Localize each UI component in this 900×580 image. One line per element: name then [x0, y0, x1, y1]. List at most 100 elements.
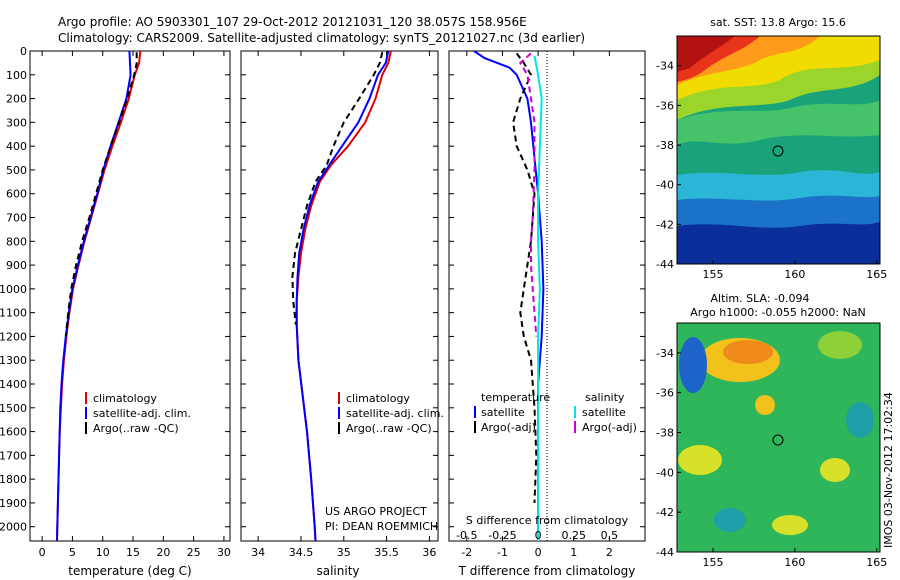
x-tick-label: 34.5 [289, 546, 314, 559]
map-y-tick-label: -42 [656, 218, 674, 231]
temperature-legend: climatology satellite-adj. clim. Argo(..… [85, 392, 191, 435]
header-line-2: Climatology: CARS2009. Satellite-adjuste… [58, 31, 585, 45]
map-x-tick-label: 160 [784, 556, 805, 569]
difference-plot-frame [448, 50, 646, 542]
x-tick-label: 0 [39, 546, 46, 559]
y-tick-label: 1300 [0, 354, 27, 367]
top-tick-label: -0.5 [456, 529, 477, 542]
map-y-tick-label: -34 [656, 60, 674, 73]
y-tick-label: 300 [6, 116, 27, 129]
top-tick-label: 0 [535, 529, 542, 542]
legend-header-temperature: temperature [481, 391, 550, 404]
difference-top-axis-label: S difference from climatology [466, 514, 629, 527]
y-tick-label: 1400 [0, 378, 27, 391]
map-y-tick-label: -38 [656, 139, 674, 152]
series-line [295, 51, 390, 541]
x-tick-label: 36 [422, 546, 436, 559]
sst-band-darkblue [677, 222, 880, 264]
map-y-tick-label: -34 [656, 347, 674, 360]
map-y-tick-label: -44 [656, 258, 674, 271]
y-tick-label: 700 [6, 212, 27, 225]
map-x-tick-label: 155 [703, 268, 724, 281]
y-tick-label: 600 [6, 188, 27, 201]
sla-map-subtitle: Argo h1000: -0.055 h2000: NaN [690, 306, 866, 319]
x-tick-label: 15 [126, 546, 140, 559]
legend-header-salinity: salinity [585, 391, 625, 404]
sla-heatmap [677, 323, 880, 552]
x-tick-label: 35 [337, 546, 351, 559]
salinity-xlabel: salinity [316, 564, 359, 578]
y-tick-label: 0 [20, 45, 27, 58]
sla-patch-yellow-3 [678, 445, 722, 475]
series-line [519, 52, 538, 337]
legend-label-climatology: climatology [93, 392, 157, 405]
y-tick-label: 1500 [0, 402, 27, 415]
sst-axes: 155 160 165 -34 -36 -38 -40 -42 -44 [656, 60, 887, 281]
map-y-tick-label: -38 [656, 427, 674, 440]
top-tick-label: -0.25 [488, 529, 516, 542]
sla-map-frame [676, 322, 881, 553]
x-tick-label: -1 [497, 546, 508, 559]
sla-patch-lime [818, 331, 862, 359]
y-tick-label: 1600 [0, 426, 27, 439]
map-y-tick-label: -42 [656, 506, 674, 519]
sla-patch-yellow-5 [772, 515, 808, 535]
temperature-lines [56, 51, 142, 541]
map-y-tick-label: -36 [656, 387, 674, 400]
project-line-2: PI: DEAN ROEMMICH [325, 520, 438, 533]
legend-label-t-satellite: satellite [481, 406, 525, 419]
y-tick-label: 500 [6, 164, 27, 177]
y-tick-label: 800 [6, 235, 27, 248]
temperature-plot-frame [29, 50, 231, 542]
y-tick-label: 1800 [0, 473, 27, 486]
y-tick-label: 1000 [0, 283, 27, 296]
map-x-tick-label: 155 [703, 556, 724, 569]
legend-label-s-argo: Argo(-adj) [582, 421, 637, 434]
legend-label-argo: Argo(..raw -QC) [346, 422, 432, 435]
y-tick-label: 100 [6, 69, 27, 82]
legend-label-s-satellite: satellite [582, 406, 626, 419]
sla-argo-marker [772, 434, 784, 446]
difference-axes: -2 -1 0 1 2 [449, 50, 645, 559]
salinity-axes: 34 34.5 35 35.5 36 [241, 50, 438, 559]
series-line [291, 51, 384, 325]
series-line [533, 55, 543, 541]
x-tick-label: 30 [217, 546, 231, 559]
sst-argo-marker [772, 145, 784, 157]
salinity-plot-frame [240, 50, 439, 542]
y-tick-label: 2000 [0, 521, 27, 534]
series-line [64, 52, 138, 337]
legend-label-argo: Argo(..raw -QC) [93, 422, 179, 435]
legend-label-t-argo: Argo(-adj) [481, 421, 536, 434]
x-tick-label: 0 [535, 546, 542, 559]
temperature-axes: 0 5 10 15 20 25 300100200300400500600700800900… [0, 45, 231, 559]
map-y-tick-label: -40 [656, 466, 674, 479]
difference-lines [473, 51, 545, 541]
top-tick-label: 0.25 [561, 529, 586, 542]
x-tick-label: 34 [251, 546, 265, 559]
y-tick-label: 1200 [0, 330, 27, 343]
sst-heatmap [677, 36, 880, 264]
salinity-lines [291, 51, 392, 541]
x-tick-label: 20 [156, 546, 170, 559]
x-tick-label: 1 [570, 546, 577, 559]
sla-axes: 155 160 165 -34 -36 -38 -40 -42 -44 [656, 347, 887, 569]
difference-legend: temperature salinity satellite Argo(-adj… [474, 391, 637, 434]
map-x-tick-label: 165 [866, 556, 887, 569]
legend-label-satellite: satellite-adj. clim. [346, 407, 444, 420]
salinity-legend: climatology satellite-adj. clim. Argo(..… [338, 392, 444, 435]
sla-patch-yellow-2 [755, 395, 775, 415]
legend-label-climatology: climatology [346, 392, 410, 405]
difference-top-ticks: -0.5 -0.25 0 0.25 0.5 [456, 529, 618, 542]
sla-patch-teal-2 [714, 508, 746, 532]
y-tick-label: 1900 [0, 497, 27, 510]
sla-patch-teal [846, 402, 874, 438]
series-line [512, 52, 538, 503]
map-y-tick-label: -36 [656, 99, 674, 112]
side-stamp: IMOS 03-Nov-2012 17:02:34 [882, 392, 895, 548]
legend-label-satellite: satellite-adj. clim. [93, 407, 191, 420]
x-tick-label: 2 [606, 546, 613, 559]
header-line-1: Argo profile: AO 5903301_107 29-Oct-2012… [58, 15, 527, 29]
map-y-tick-label: -44 [656, 546, 674, 559]
